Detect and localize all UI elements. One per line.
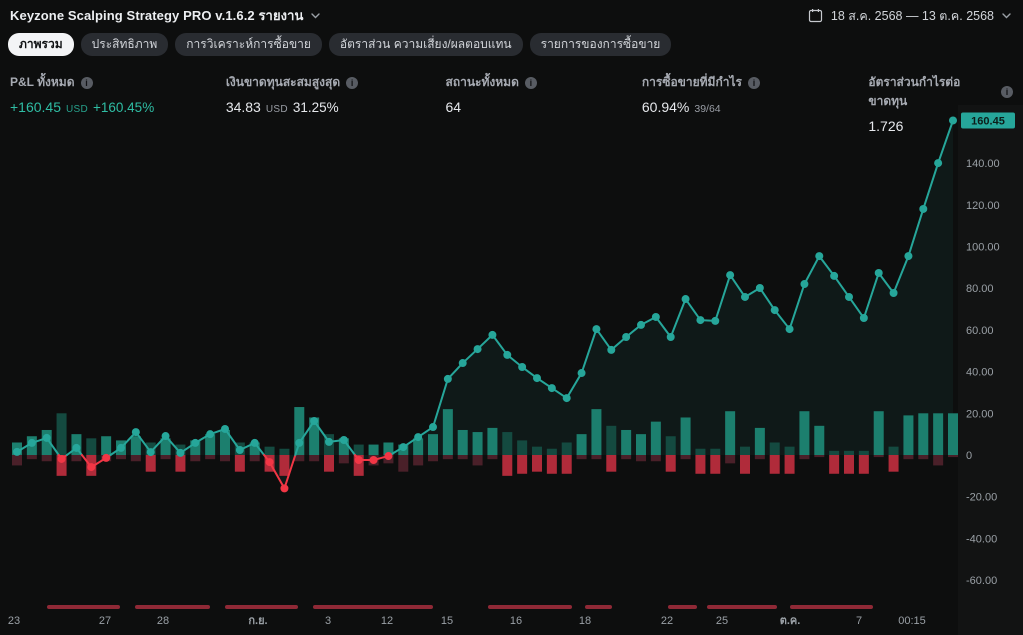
svg-text:28: 28 [157, 615, 169, 627]
tab-risk-reward[interactable]: อัตราส่วน ความเสี่ยง/ผลตอบแทน [328, 33, 523, 56]
report-title: Keyzone Scalping Strategy PRO v.1.6.2 รา… [10, 8, 304, 23]
date-range-picker[interactable]: 18 ส.ค. 2568 — 13 ต.ค. 2568 [808, 6, 1011, 26]
stat-label: เงินขาดทุนสะสมสูงสุด [225, 75, 341, 89]
report-title-dropdown[interactable]: Keyzone Scalping Strategy PRO v.1.6.2 รา… [10, 5, 320, 26]
stat-profitable-trades: การซื้อขายที่มีกำไร i 60.94% 39/64 [642, 73, 869, 134]
last-value-badge: 160.45 [961, 112, 1015, 129]
info-icon[interactable]: i [346, 76, 359, 89]
svg-text:25: 25 [716, 615, 728, 627]
equity-area [17, 120, 953, 489]
svg-text:7: 7 [856, 615, 862, 627]
stat-total-pnl: P&L ทั้งหมด i +160.45 USD +160.45% [10, 73, 226, 134]
info-icon[interactable]: i [524, 76, 537, 89]
svg-text:0: 0 [966, 450, 972, 462]
stat-label: P&L ทั้งหมด [10, 75, 75, 89]
stat-label: อัตราส่วนกำไรต่อขาดทุน [868, 75, 961, 108]
info-icon[interactable]: i [80, 76, 93, 89]
svg-text:15: 15 [441, 615, 453, 627]
svg-text:-60.00: -60.00 [966, 575, 997, 587]
stat-value: 34.83 [225, 99, 261, 115]
equity-markers [13, 116, 957, 493]
info-icon[interactable]: i [747, 76, 760, 89]
stats-row: P&L ทั้งหมด i +160.45 USD +160.45% เงินข… [0, 62, 1023, 134]
date-range-text: 18 ส.ค. 2568 — 13 ต.ค. 2568 [830, 8, 994, 23]
chevron-down-icon [1002, 12, 1011, 18]
svg-text:ต.ค.: ต.ค. [780, 615, 801, 627]
stat-unit: USD [66, 104, 89, 115]
svg-text:20.00: 20.00 [966, 408, 994, 420]
tab-trades-list[interactable]: รายการของการซื้อขาย [529, 33, 672, 56]
svg-text:-40.00: -40.00 [966, 533, 997, 545]
stat-total-trades: สถานะทั้งหมด i 64 [446, 73, 642, 134]
stat-value: 64 [445, 99, 462, 115]
svg-text:22: 22 [661, 615, 673, 627]
svg-text:18: 18 [579, 615, 591, 627]
stat-value: 60.94% [641, 99, 690, 115]
stat-secondary: 39/64 [694, 103, 721, 115]
panel-header: Keyzone Scalping Strategy PRO v.1.6.2 รา… [0, 0, 1023, 26]
tab-overview[interactable]: ภาพรวม [8, 33, 74, 56]
report-tabs: ภาพรวม ประสิทธิภาพ การวิเคราะห์การซื้อขา… [0, 26, 1023, 62]
svg-text:27: 27 [99, 615, 111, 627]
stat-label: สถานะทั้งหมด [445, 75, 519, 89]
svg-text:16: 16 [510, 615, 522, 627]
svg-text:ก.ย.: ก.ย. [248, 615, 267, 627]
stat-value: 1.726 [868, 118, 904, 134]
tab-trade-analysis[interactable]: การวิเคราะห์การซื้อขาย [175, 33, 322, 56]
stat-secondary: +160.45% [93, 100, 155, 115]
chevron-down-icon [310, 12, 320, 18]
stat-max-drawdown: เงินขาดทุนสะสมสูงสุด i 34.83 USD 31.25% [226, 73, 446, 134]
stat-secondary: 31.25% [292, 100, 339, 115]
stat-profit-factor: อัตราส่วนกำไรต่อขาดทุน i 1.726 [868, 73, 1013, 134]
svg-text:3: 3 [325, 615, 331, 627]
svg-text:00:15: 00:15 [898, 615, 926, 627]
svg-text:23: 23 [8, 615, 20, 627]
svg-text:80.00: 80.00 [966, 283, 994, 295]
svg-text:100.00: 100.00 [966, 242, 1000, 254]
x-axis-labels: 23 27 28 ก.ย. 3 12 15 16 18 22 25 ต.ค. 7 00:15 [8, 615, 926, 627]
svg-text:120.00: 120.00 [966, 200, 1000, 212]
calendar-icon [808, 9, 822, 23]
svg-text:60.00: 60.00 [966, 325, 994, 337]
info-icon[interactable]: i [1001, 86, 1013, 98]
svg-text:-20.00: -20.00 [966, 492, 997, 504]
svg-text:160.45: 160.45 [971, 115, 1005, 127]
overview-chart-svg: 23 27 28 ก.ย. 3 12 15 16 18 22 25 ต.ค. 7 00:15140.001… [8, 105, 1023, 635]
stat-value: +160.45 [10, 99, 61, 115]
svg-text:140.00: 140.00 [966, 158, 1000, 170]
session-markers [47, 605, 873, 609]
overview-equity-chart[interactable]: 23 27 28 ก.ย. 3 12 15 16 18 22 25 ต.ค. 7 00:15 140.00 1… [0, 105, 1023, 635]
tab-performance[interactable]: ประสิทธิภาพ [80, 33, 169, 56]
svg-text:12: 12 [381, 615, 393, 627]
svg-text:40.00: 40.00 [966, 367, 994, 379]
stat-label: การซื้อขายที่มีกำไร [641, 75, 742, 89]
stat-unit: USD [265, 104, 288, 115]
y-axis-labels: 140.00 120.00 100.00 80.00 60.00 40.00 20.00 0 -… [966, 158, 1000, 587]
